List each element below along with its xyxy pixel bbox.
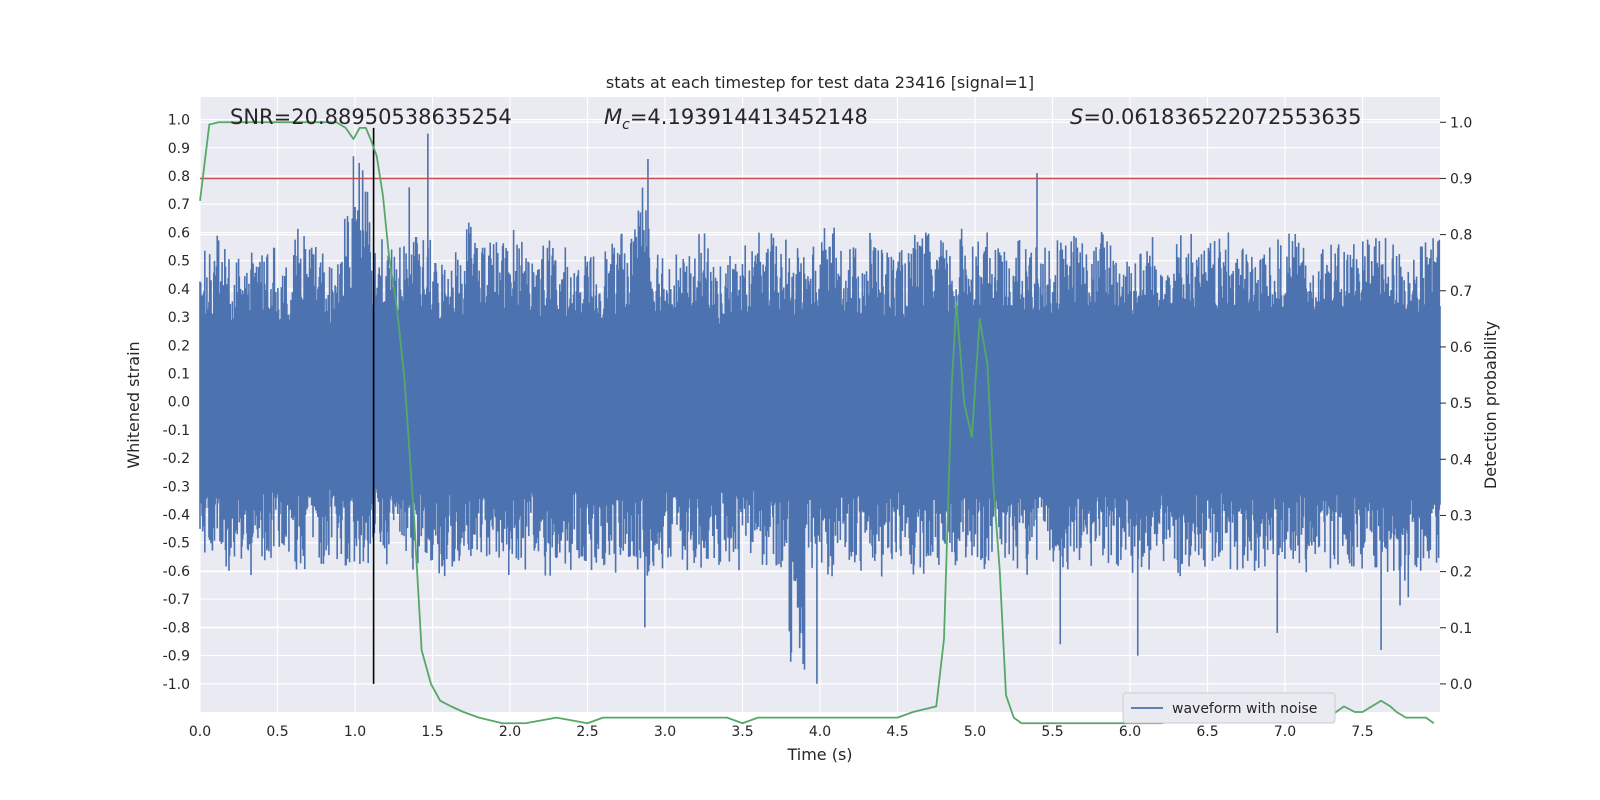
snr-annotation: SNR=20.88950538635254 [230,105,512,129]
reference-lines [200,127,1440,684]
chirp-mass-value: =4.193914413452148 [630,105,868,129]
chirp-mass-subscript: c [622,117,630,133]
y2-tick-label: 0.5 [1450,396,1472,412]
y-tick-label: -0.3 [163,479,190,495]
y-tick-label: 0.5 [168,254,190,270]
y2-tick-label: 0.2 [1450,565,1472,581]
y2-tick-label: 0.4 [1450,452,1472,468]
y-tick-label: -1.0 [163,677,190,693]
chart-title: stats at each timestep for test data 234… [606,73,1034,92]
legend: waveform with noise [1122,692,1336,724]
x-tick-label: 6.0 [1119,724,1141,740]
y-tick-label: 0.4 [168,282,190,298]
y2-tick-label: 0.1 [1450,621,1472,637]
y-tick-label: -0.6 [163,564,190,580]
x-tick-label: 3.5 [731,724,753,740]
chirp-mass-annotation: Mc=4.193914413452148 [604,105,868,133]
x-tick-label: 4.5 [886,724,908,740]
waveform-with-noise-series [199,133,1441,684]
y2-tick-label: 0.0 [1450,677,1472,693]
x-tick-label: 0.0 [189,724,211,740]
s-value: =0.061836522072553635 [1083,105,1361,129]
y-tick-label: 1.0 [168,113,190,129]
legend-box [1122,692,1336,724]
y-tick-label: -0.4 [163,508,190,524]
y-tick-label: 0.3 [168,310,190,326]
y2-tick-label: 0.7 [1450,284,1472,300]
x-tick-label: 5.0 [964,724,986,740]
axis-ticks: 0.0 0.5 1.0 1.5 2.0 2.5 3.0 3.5 4.0 4.5 5.0 5.5 6.0 6… [163,113,1473,740]
y-tick-label: -0.8 [163,620,190,636]
x-tick-label: 6.5 [1196,724,1218,740]
y2-tick-label: 0.6 [1450,340,1472,356]
x-tick-label: 0.5 [266,724,288,740]
y2-axis-label: Detection probability [1481,321,1500,489]
y-tick-label: -0.9 [163,649,190,665]
x-tick-label: 2.5 [576,724,598,740]
y-tick-label: -0.2 [163,451,190,467]
y-tick-label: -0.7 [163,592,190,608]
legend-label: waveform with noise [1172,701,1317,717]
x-tick-label: 7.0 [1274,724,1296,740]
y2-tick-label: 0.8 [1450,228,1472,244]
x-axis-label: Time (s) [786,745,852,764]
s-symbol: S [1070,105,1083,129]
y-tick-label: 0.0 [168,395,190,411]
waveform-path [199,133,1441,684]
y-tick-label: 0.6 [168,225,190,241]
s-annotation: S=0.061836522072553635 [1070,105,1361,129]
y-tick-label: 0.1 [168,366,190,382]
x-tick-label: 5.5 [1041,724,1063,740]
x-tick-label: 1.5 [421,724,443,740]
y2-tick-label: 0.9 [1450,171,1472,187]
x-tick-label: 4.0 [809,724,831,740]
y2-tick-label: 1.0 [1450,115,1472,131]
y-tick-label: -0.5 [163,536,190,552]
x-tick-label: 2.0 [499,724,521,740]
y-tick-label: 0.2 [168,338,190,354]
x-tick-label: 7.5 [1351,724,1373,740]
x-tick-label: 1.0 [344,724,366,740]
x-tick-label: 3.0 [654,724,676,740]
y-tick-label: 0.9 [168,141,190,157]
chirp-mass-symbol: M [604,105,622,129]
y-tick-label: 0.8 [168,169,190,185]
y-tick-label: -0.1 [163,423,190,439]
y-axis-label: Whitened strain [124,341,143,468]
y-tick-label: 0.7 [168,197,190,213]
y2-tick-label: 0.3 [1450,508,1472,524]
